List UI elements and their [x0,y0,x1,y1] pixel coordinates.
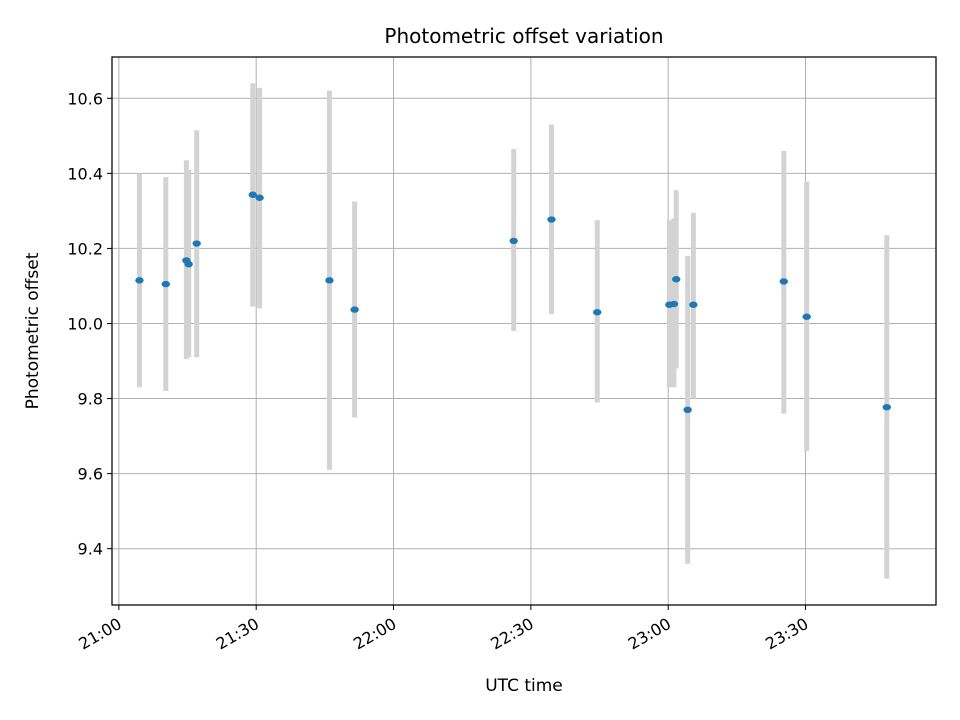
y-tick-label: 10.2 [67,239,103,258]
data-point [255,194,264,201]
y-tick-label: 9.4 [78,540,103,559]
data-point [672,276,681,283]
data-point [547,216,556,223]
data-point [192,240,201,247]
y-axis-ticks: 9.4 9.6 9.8 10.0 10.2 10.4 10.6 [67,89,112,559]
data-point [802,313,811,320]
data-point [135,277,144,284]
data-point [593,309,602,316]
data-point [509,237,518,245]
chart-title: Photometric offset variation [384,24,663,48]
data-point [325,277,334,284]
data-point [683,406,692,414]
data-point [689,301,698,308]
y-tick-label: 9.8 [78,390,103,409]
y-axis-title: Photometric offset [23,252,43,409]
data-point [161,280,170,288]
y-tick-label: 9.6 [78,465,103,484]
y-tick-label: 10.0 [67,314,103,333]
data-point [882,403,891,411]
data-points [135,191,891,414]
plot-frame [111,56,937,606]
data-point [184,260,193,268]
y-tick-label: 10.6 [67,89,103,108]
data-point [779,278,788,285]
data-point [350,306,359,313]
data-point [669,300,679,308]
data-point [248,191,257,198]
y-tick-label: 10.4 [67,164,103,183]
x-axis-title: UTC time [485,676,563,696]
